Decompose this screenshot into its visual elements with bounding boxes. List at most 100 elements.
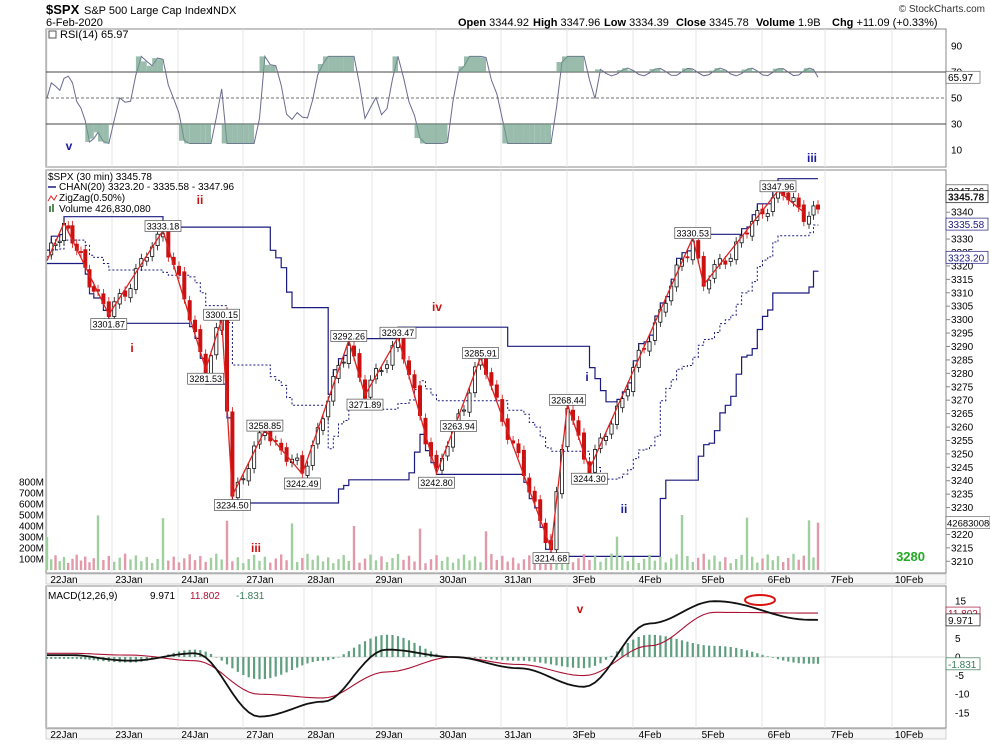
macd-tick-label: -5 xyxy=(955,671,964,682)
x-tick-label: 30Jan xyxy=(439,730,466,741)
candle-body xyxy=(435,455,438,467)
macd-hist-bar xyxy=(550,657,552,664)
macd-hist-bar xyxy=(761,655,763,657)
macd-hist-bar xyxy=(67,657,69,659)
volume-bar xyxy=(501,556,503,570)
rsi-shade xyxy=(655,68,660,72)
rsi-shade xyxy=(339,56,344,72)
rsi-shade xyxy=(318,64,323,72)
macd-hist-bar xyxy=(413,643,415,657)
volume-bar xyxy=(627,561,629,570)
macd-legend-title: MACD(12,26,9) xyxy=(48,591,117,602)
rsi-shade xyxy=(152,58,157,72)
macd-hist-bar xyxy=(713,646,715,657)
volume-bar xyxy=(512,558,514,570)
rsi-shade xyxy=(481,57,487,72)
rsi-shade xyxy=(720,70,725,72)
volume-bar xyxy=(490,554,492,570)
macd-hist-bar xyxy=(296,657,298,668)
macd-hist-bar xyxy=(512,657,514,661)
macd-hist-bar xyxy=(545,657,547,664)
rsi-tick-label: 90 xyxy=(951,42,963,53)
candle-body xyxy=(729,258,732,261)
macd-hist-bar xyxy=(517,657,519,661)
rsi-shade xyxy=(519,124,524,144)
macd-hist-bar xyxy=(386,635,388,657)
candle-body xyxy=(385,365,388,369)
price-tick-label: 3265 xyxy=(951,409,974,420)
volume-bar xyxy=(643,559,645,570)
macd-hist-bar xyxy=(735,648,737,657)
x-tick-label: 23Jan xyxy=(115,575,142,586)
rsi-shade xyxy=(437,124,443,144)
rsi-shade xyxy=(190,124,195,144)
volume-bar xyxy=(616,537,618,570)
wave-label-v: v xyxy=(577,602,584,616)
rsi-shade xyxy=(579,56,585,72)
candle-body xyxy=(342,362,345,363)
candle-body xyxy=(129,289,132,298)
volume-bar xyxy=(665,562,667,570)
volume-bar xyxy=(588,560,590,570)
macd-right-label: -1.831 xyxy=(948,660,977,671)
volume-bar xyxy=(364,559,366,570)
pivot-label: 3234.50 xyxy=(216,501,249,511)
volume-bar xyxy=(719,561,721,570)
macd-hist-bar xyxy=(588,657,590,668)
rsi-shade xyxy=(622,68,627,72)
volume-bar xyxy=(577,558,579,570)
wave-label-iii: iii xyxy=(807,151,817,165)
macd-hist-bar xyxy=(534,657,536,662)
price-tick-label: 3220 xyxy=(951,530,974,541)
watermark: © StockCharts.com xyxy=(899,4,985,15)
volume-bar xyxy=(670,558,672,570)
macd-hist-bar xyxy=(419,646,421,657)
macd-hist-bar xyxy=(226,657,228,664)
rsi-shade xyxy=(475,56,481,72)
macd-hist-bar xyxy=(479,657,481,658)
macd-hist-bar xyxy=(364,641,366,657)
rsi-shade xyxy=(535,124,540,144)
volume-bar xyxy=(812,557,814,570)
volume-bar xyxy=(435,555,437,570)
macd-hist-bar xyxy=(215,657,217,658)
candle-body xyxy=(177,266,180,274)
volume-bar xyxy=(67,563,69,570)
candle-body xyxy=(67,226,70,228)
volume-bar xyxy=(178,562,180,570)
macd-hist-bar xyxy=(812,657,814,664)
volume-bar xyxy=(93,558,95,570)
volume-bar xyxy=(767,554,769,570)
price-right-label: 3345.78 xyxy=(948,193,985,204)
volume-bar xyxy=(337,559,339,570)
volume-bar xyxy=(205,562,207,570)
channel-upper xyxy=(47,179,818,402)
macd-hist-bar xyxy=(327,657,329,660)
wave-label-iv: iv xyxy=(432,300,442,314)
rsi-shade xyxy=(715,68,720,72)
macd-tick-label: -15 xyxy=(955,708,970,719)
candle-body xyxy=(771,198,774,212)
rsi-shade xyxy=(562,56,568,72)
candle-body xyxy=(802,205,805,222)
macd-hist-bar xyxy=(659,635,661,657)
macd-hist-bar xyxy=(46,657,48,659)
rsi-shade xyxy=(206,124,211,144)
volume-bar xyxy=(306,554,308,570)
volume-bar xyxy=(419,529,421,570)
rsi-shade xyxy=(809,69,814,72)
macd-hist-bar xyxy=(258,657,260,679)
pivot-label: 3244.30 xyxy=(573,474,606,484)
macd-hist-bar xyxy=(253,657,255,679)
volume-bar xyxy=(253,555,255,570)
macd-hist-bar xyxy=(231,657,233,668)
macd-hist-bar xyxy=(808,657,810,664)
candle-body xyxy=(462,410,465,411)
pivot-label: 3347.96 xyxy=(762,182,795,192)
macd-hist-bar xyxy=(248,657,250,677)
volume-bar xyxy=(189,554,191,570)
pivot-label: 3293.47 xyxy=(382,328,415,338)
candle-body xyxy=(347,345,350,363)
